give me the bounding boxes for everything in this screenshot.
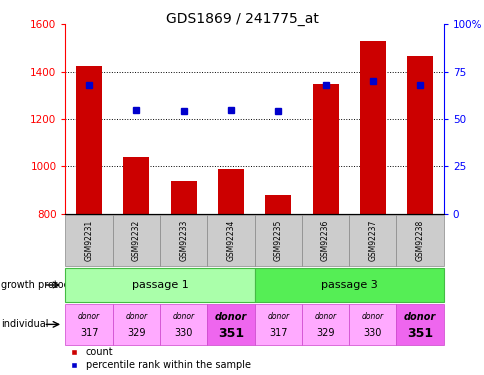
Bar <box>123 157 149 214</box>
Text: GSM92236: GSM92236 <box>320 220 330 261</box>
Text: 351: 351 <box>217 327 243 340</box>
Bar <box>217 169 243 214</box>
Text: donor: donor <box>125 312 147 321</box>
Bar <box>170 181 197 214</box>
Text: donor: donor <box>78 312 100 321</box>
Text: 351: 351 <box>406 327 432 340</box>
Text: passage 3: passage 3 <box>320 280 377 290</box>
Text: 330: 330 <box>363 328 381 339</box>
Text: donor: donor <box>314 312 336 321</box>
Text: GSM92237: GSM92237 <box>367 220 377 261</box>
Bar <box>76 66 102 214</box>
Text: GSM92234: GSM92234 <box>226 220 235 261</box>
Bar <box>359 41 385 214</box>
Text: GSM92232: GSM92232 <box>132 220 141 261</box>
Text: 329: 329 <box>127 328 145 339</box>
Bar <box>312 84 338 214</box>
Text: donor: donor <box>361 312 383 321</box>
Text: 317: 317 <box>80 328 98 339</box>
Bar <box>265 195 291 214</box>
Text: donor: donor <box>172 312 195 321</box>
Text: 329: 329 <box>316 328 334 339</box>
Text: donor: donor <box>214 312 246 322</box>
Text: donor: donor <box>267 312 289 321</box>
Text: GDS1869 / 241775_at: GDS1869 / 241775_at <box>166 12 318 26</box>
Text: passage 1: passage 1 <box>131 280 188 290</box>
Text: GSM92238: GSM92238 <box>415 220 424 261</box>
Text: GSM92235: GSM92235 <box>273 220 282 261</box>
Text: 317: 317 <box>269 328 287 339</box>
Text: GSM92231: GSM92231 <box>84 220 93 261</box>
Text: 330: 330 <box>174 328 193 339</box>
Text: individual: individual <box>1 320 48 329</box>
Text: GSM92233: GSM92233 <box>179 220 188 261</box>
Bar <box>406 56 432 214</box>
Text: donor: donor <box>403 312 435 322</box>
Text: growth protocol: growth protocol <box>1 280 77 290</box>
Legend: count, percentile rank within the sample: count, percentile rank within the sample <box>70 347 250 370</box>
